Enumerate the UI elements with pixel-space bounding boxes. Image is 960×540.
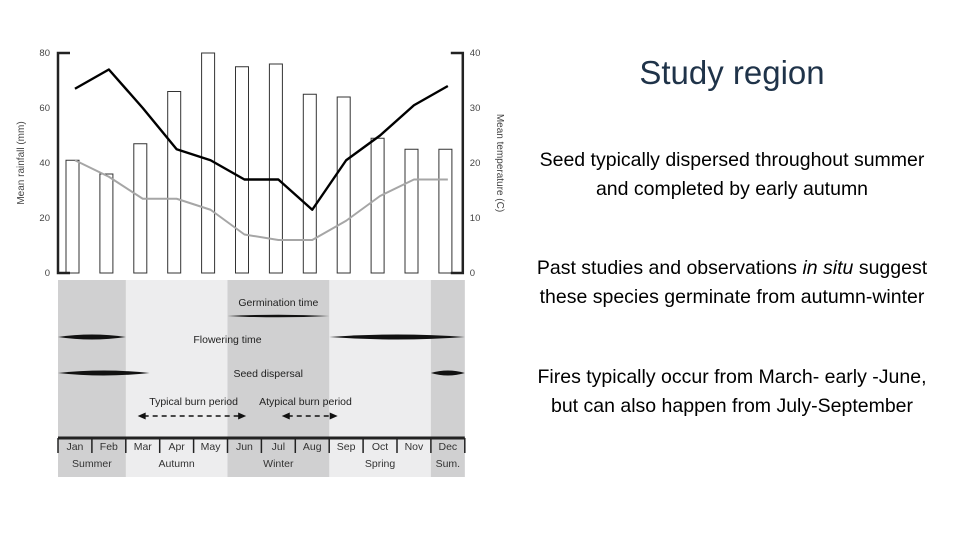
rainfall-bar-mar (133, 143, 148, 274)
rainfall-bar-jun (235, 66, 249, 274)
month-label-jun: Jun (236, 441, 253, 453)
season-label-summer: Summer (72, 458, 112, 470)
season-shade-sum (430, 280, 465, 477)
dispersal-label: Seed dispersal (233, 368, 302, 380)
paragraph-germination: Past studies and observations in situ su… (532, 254, 932, 312)
rainfall-bar-feb (99, 173, 114, 274)
month-label-apr: Apr (168, 441, 185, 453)
rainfall-bar-jul (268, 63, 283, 274)
season-label-winter: Winter (263, 458, 294, 470)
rainfall-bar-oct (370, 137, 385, 274)
germination-period-0 (227, 314, 330, 318)
right-tick-10: 10 (470, 213, 481, 224)
flowering-label: Flowering time (193, 334, 261, 346)
month-label-feb: Feb (100, 441, 118, 453)
germination-label: Germination time (238, 297, 318, 309)
flowering-period-0 (58, 334, 126, 340)
min-temperature-line (74, 159, 448, 241)
slide-title: Study region (639, 54, 825, 91)
season-shade-winter (227, 280, 330, 477)
left-tick-80: 80 (39, 48, 50, 59)
month-axis: Jan Feb Mar Apr May Jun Jul Aug Sep Oct Nov Dec Summ… (57, 436, 466, 470)
season-label-sum: Sum. (436, 458, 461, 470)
climate-phenology-chart: Germination time Flowering time Seed dispe… (16, 48, 505, 477)
paragraph-germination-part2: suggest these species germinate from aut… (539, 257, 928, 308)
right-tick-0: 0 (470, 268, 475, 279)
paragraph-germination-italic: in situ (802, 257, 854, 279)
atypical-burn-label: Atypical burn period (259, 396, 352, 408)
dispersal-period-0 (58, 370, 150, 376)
right-tick-30: 30 (470, 103, 481, 114)
month-label-aug: Aug (303, 441, 322, 453)
axes: 0 20 40 60 80 Mean rainfall (mm) 0 10 20 30 40 Mean… (16, 48, 505, 279)
right-axis (450, 51, 465, 275)
month-label-may: May (201, 441, 222, 453)
paragraph-seed-dispersal: Seed typically dispersed throughout summ… (539, 149, 925, 200)
rainfall-bar-nov (404, 148, 419, 274)
right-axis-label: Mean temperature (C) (494, 114, 505, 212)
typical-burn-arrow-left (137, 412, 146, 420)
left-tick-20: 20 (39, 213, 50, 224)
left-axis (56, 51, 70, 275)
atypical-burn-arrow-left (281, 412, 290, 420)
month-label-jul: Jul (272, 441, 285, 453)
typical-burn-label: Typical burn period (149, 396, 238, 408)
left-tick-0: 0 (45, 268, 50, 279)
rainfall-bar-may (201, 52, 216, 274)
rainfall-bar-sep (336, 96, 351, 274)
right-tick-20: 20 (470, 158, 481, 169)
month-label-nov: Nov (405, 441, 424, 453)
rainfall-bar-aug (302, 93, 317, 274)
paragraph-fires: Fires typically occur from March- early … (537, 366, 927, 417)
month-label-oct: Oct (372, 441, 388, 453)
month-label-jan: Jan (66, 441, 83, 453)
rainfall-bar-apr (167, 91, 182, 274)
month-label-dec: Dec (439, 441, 458, 453)
month-label-mar: Mar (134, 441, 153, 453)
paragraph-germination-part1: Past studies and observations (536, 257, 803, 279)
left-tick-60: 60 (39, 103, 50, 114)
season-label-autumn: Autumn (159, 458, 195, 470)
left-tick-40: 40 (39, 158, 50, 169)
flowering-period-1 (329, 334, 465, 340)
right-tick-40: 40 (470, 48, 481, 59)
climate-plot (65, 52, 453, 274)
atypical-burn-arrow-right (329, 412, 338, 420)
month-label-sep: Sep (337, 441, 356, 453)
rainfall-bar-dec (438, 148, 453, 274)
dispersal-period-1 (430, 370, 465, 376)
season-label-spring: Spring (365, 458, 396, 470)
typical-burn-arrow-right (238, 412, 247, 420)
left-axis-label: Mean rainfall (mm) (16, 121, 27, 204)
rainfall-bar-jan (65, 159, 80, 274)
max-temperature-line (74, 68, 449, 211)
